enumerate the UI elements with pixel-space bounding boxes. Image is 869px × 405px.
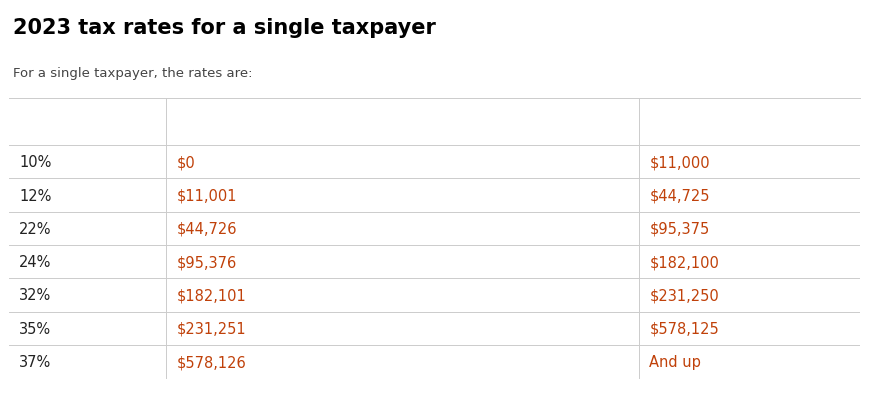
Text: $44,726: $44,726 (176, 222, 237, 236)
Text: 10%: 10% (19, 155, 51, 170)
Text: up to . . .: up to . . . (649, 115, 725, 130)
Text: $182,101: $182,101 (176, 288, 247, 303)
Text: $578,125: $578,125 (649, 321, 719, 336)
Text: And up: And up (649, 354, 701, 369)
Text: 22%: 22% (19, 222, 51, 236)
Text: on taxable income from . . .: on taxable income from . . . (176, 115, 405, 130)
Text: 12%: 12% (19, 188, 51, 203)
Text: $231,250: $231,250 (649, 288, 719, 303)
Text: $11,000: $11,000 (649, 155, 710, 170)
Text: 37%: 37% (19, 354, 51, 369)
Text: For a single taxpayer, the rates are:: For a single taxpayer, the rates are: (13, 67, 253, 80)
Text: $231,251: $231,251 (176, 321, 246, 336)
Text: 32%: 32% (19, 288, 51, 303)
Text: $95,376: $95,376 (176, 255, 237, 269)
Text: $0: $0 (176, 155, 196, 170)
Text: $578,126: $578,126 (176, 354, 247, 369)
Text: $95,375: $95,375 (649, 222, 710, 236)
Text: Tax rate: Tax rate (19, 115, 86, 130)
Text: 2023 tax rates for a single taxpayer: 2023 tax rates for a single taxpayer (13, 18, 436, 38)
Text: $182,100: $182,100 (649, 255, 720, 269)
Text: $44,725: $44,725 (649, 188, 710, 203)
Text: 35%: 35% (19, 321, 51, 336)
Text: $11,001: $11,001 (176, 188, 237, 203)
Text: 24%: 24% (19, 255, 51, 269)
